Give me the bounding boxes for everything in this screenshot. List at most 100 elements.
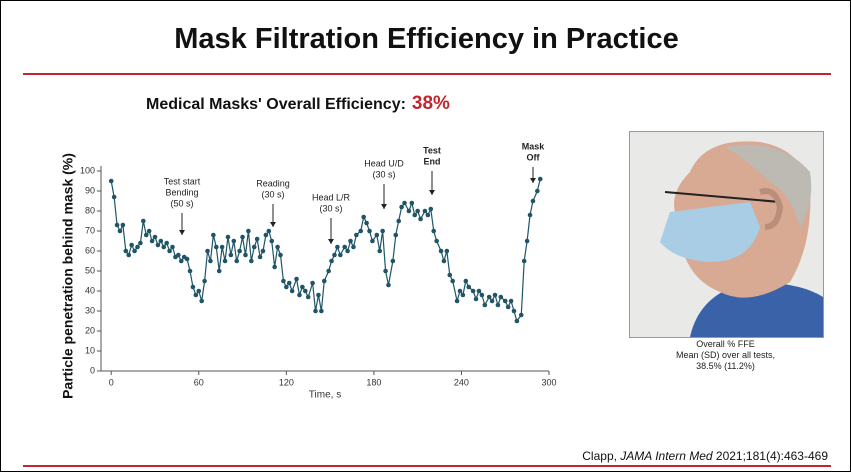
point (202, 279, 207, 284)
point (205, 249, 210, 254)
point (300, 285, 305, 290)
point (194, 293, 199, 298)
point (272, 265, 277, 270)
point (442, 259, 447, 264)
point (393, 233, 398, 238)
point (410, 201, 415, 206)
point (199, 299, 204, 304)
point (217, 269, 222, 274)
arrow-head (381, 204, 387, 209)
point (164, 241, 169, 246)
point (434, 239, 439, 244)
point (361, 215, 366, 220)
point (439, 249, 444, 254)
point (246, 229, 251, 234)
x-tick-label: 60 (194, 377, 204, 387)
arrow-head (530, 178, 536, 183)
point (287, 281, 292, 286)
point (281, 279, 286, 284)
y-tick-label: 70 (85, 225, 95, 235)
point (367, 229, 372, 234)
point (284, 285, 289, 290)
y-tick-label: 100 (80, 165, 95, 175)
y-tick-label: 50 (85, 265, 95, 275)
y-tick-label: 90 (85, 185, 95, 195)
annotation: Head L/R (312, 192, 351, 202)
point (188, 269, 193, 274)
x-tick-label: 300 (541, 377, 556, 387)
arrow-head (429, 190, 435, 195)
point (243, 253, 248, 258)
point (499, 295, 504, 300)
point (345, 249, 350, 254)
point (447, 273, 452, 278)
y-tick-label: 80 (85, 205, 95, 215)
point (255, 237, 260, 242)
x-axis-label: Time, s (309, 390, 341, 401)
point (294, 277, 299, 282)
point (231, 239, 236, 244)
footer-rule (23, 465, 831, 467)
point (338, 253, 343, 258)
point (252, 245, 257, 250)
point (153, 235, 158, 240)
arrow-head (328, 239, 334, 244)
point (196, 289, 201, 294)
point (531, 199, 536, 204)
point (159, 239, 164, 244)
point (290, 289, 295, 294)
point (170, 245, 175, 250)
point (126, 253, 131, 258)
point (269, 239, 274, 244)
annotation: Test start (164, 176, 201, 186)
point (386, 283, 391, 288)
point (396, 219, 401, 224)
slide: Mask Filtration Efficiency in Practice M… (0, 0, 851, 472)
arrow-head (270, 222, 276, 227)
point (480, 293, 485, 298)
point (322, 279, 327, 284)
point (455, 299, 460, 304)
annotation: (30 s) (261, 189, 284, 199)
point (167, 249, 172, 254)
point (535, 189, 540, 194)
point (121, 223, 126, 228)
point (335, 245, 340, 250)
annotation: (50 s) (170, 198, 193, 208)
point (229, 253, 234, 258)
annotation: Head U/D (364, 158, 404, 168)
arrow-head (179, 230, 185, 235)
point (415, 209, 420, 214)
point (407, 209, 412, 214)
point (450, 279, 455, 284)
point (490, 299, 495, 304)
x-tick-label: 240 (454, 377, 469, 387)
point (515, 319, 520, 324)
chart: 0102030405060708090100060120180240300Tim… (1, 1, 601, 421)
annotation: Bending (165, 187, 198, 197)
citation: Clapp, JAMA Intern Med 2021;181(4):463-4… (582, 449, 828, 463)
caption-line: 38.5% (11.2%) (629, 361, 822, 372)
cite-ref: 2021;181(4):463-469 (716, 449, 828, 463)
point (428, 207, 433, 212)
annotation: Reading (256, 178, 290, 188)
point (115, 223, 120, 228)
point (208, 259, 213, 264)
point (129, 243, 134, 248)
point (348, 239, 353, 244)
point (354, 233, 359, 238)
point (364, 221, 369, 226)
point (358, 229, 363, 234)
point (329, 259, 334, 264)
point (351, 245, 356, 250)
point (275, 245, 280, 250)
point (303, 289, 308, 294)
point (506, 305, 511, 310)
point (519, 313, 524, 318)
point (391, 259, 396, 264)
point (144, 233, 149, 238)
point (528, 213, 533, 218)
photo-art (630, 132, 823, 337)
cite-author: Clapp, (582, 449, 617, 463)
annotation: (30 s) (372, 169, 395, 179)
